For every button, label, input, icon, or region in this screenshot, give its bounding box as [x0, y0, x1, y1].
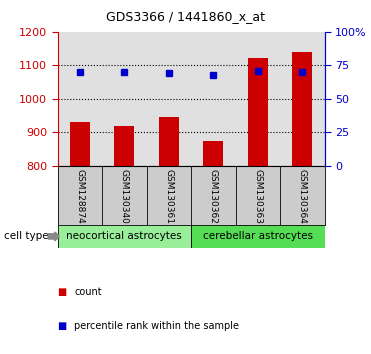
- Text: GSM128874: GSM128874: [75, 169, 84, 224]
- Text: GSM130364: GSM130364: [298, 169, 307, 224]
- Text: percentile rank within the sample: percentile rank within the sample: [74, 321, 239, 331]
- Bar: [292, 52, 312, 166]
- Text: cell type: cell type: [4, 232, 48, 241]
- Bar: [203, 141, 223, 166]
- Text: count: count: [74, 287, 102, 297]
- Text: ■: ■: [58, 287, 67, 297]
- Text: GSM130363: GSM130363: [253, 169, 262, 224]
- Text: GDS3366 / 1441860_x_at: GDS3366 / 1441860_x_at: [106, 10, 265, 23]
- Text: GSM130340: GSM130340: [120, 169, 129, 224]
- Text: neocortical astrocytes: neocortical astrocytes: [66, 232, 182, 241]
- Bar: [70, 122, 90, 166]
- Text: ■: ■: [58, 321, 67, 331]
- Text: GSM130362: GSM130362: [209, 169, 218, 224]
- Text: cerebellar astrocytes: cerebellar astrocytes: [203, 232, 313, 241]
- Bar: [159, 117, 179, 166]
- Text: GSM130361: GSM130361: [164, 169, 173, 224]
- Bar: [191, 225, 325, 248]
- Bar: [248, 58, 268, 166]
- Bar: [114, 126, 134, 166]
- Bar: [58, 225, 191, 248]
